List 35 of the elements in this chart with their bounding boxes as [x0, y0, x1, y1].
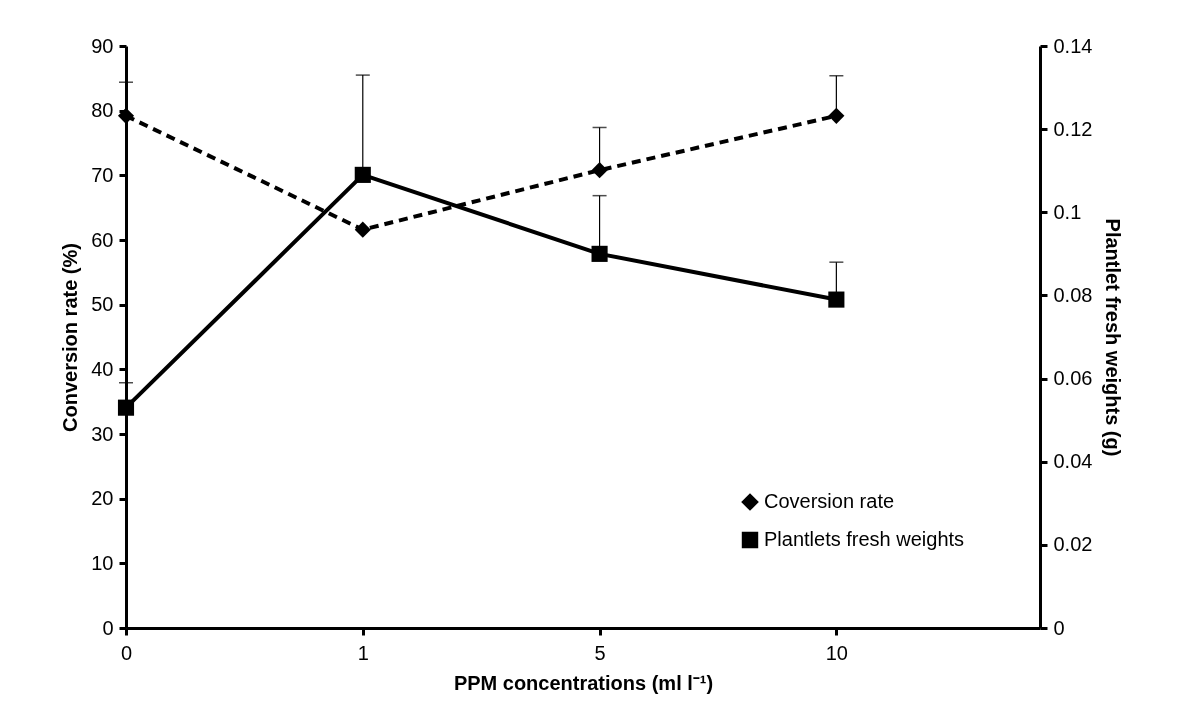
- legend-label: Plantlets fresh weights: [764, 528, 965, 550]
- x-tick-label: 1: [357, 641, 369, 664]
- y2-tick-label: 0.12: [1053, 117, 1093, 140]
- y-tick-label: 50: [91, 293, 114, 316]
- y2-tick-label: 0.08: [1053, 283, 1093, 306]
- y2-tick-label: 0.04: [1053, 450, 1093, 473]
- x-tick-label: 10: [825, 641, 848, 664]
- point: [354, 221, 371, 238]
- point: [828, 291, 845, 308]
- legend-label: Coversion rate: [764, 490, 895, 512]
- x-tick-label: 5: [594, 641, 606, 664]
- y2-axis-title: Plantlet fresh weights (g): [1102, 218, 1125, 457]
- y2-tick-label: 0.14: [1053, 34, 1093, 57]
- y-tick-label: 30: [91, 422, 114, 445]
- y-tick-label: 60: [91, 228, 114, 251]
- point: [591, 245, 608, 262]
- y2-tick-label: 0.02: [1053, 533, 1093, 556]
- point: [354, 166, 371, 183]
- y-tick-label: 0: [102, 616, 114, 639]
- y-tick-label: 70: [91, 163, 114, 186]
- y-tick-label: 40: [91, 357, 114, 380]
- y-tick-label: 20: [91, 487, 114, 510]
- x-axis-title: PPM concentrations (ml l⁻¹): [453, 671, 714, 694]
- x-tick-label: 0: [120, 641, 133, 664]
- point: [117, 399, 135, 416]
- point: [117, 107, 135, 124]
- y-tick-label: 10: [91, 551, 114, 574]
- y-tick-label: 90: [91, 34, 114, 57]
- y2-tick-label: 0.1: [1053, 200, 1082, 223]
- y2-tick-label: 0.06: [1053, 367, 1093, 390]
- y-axis-title: Conversion rate (%): [59, 243, 82, 432]
- y-tick-label: 80: [91, 99, 114, 122]
- point: [591, 162, 608, 179]
- point: [828, 107, 845, 124]
- y2-tick-label: 0: [1053, 616, 1065, 639]
